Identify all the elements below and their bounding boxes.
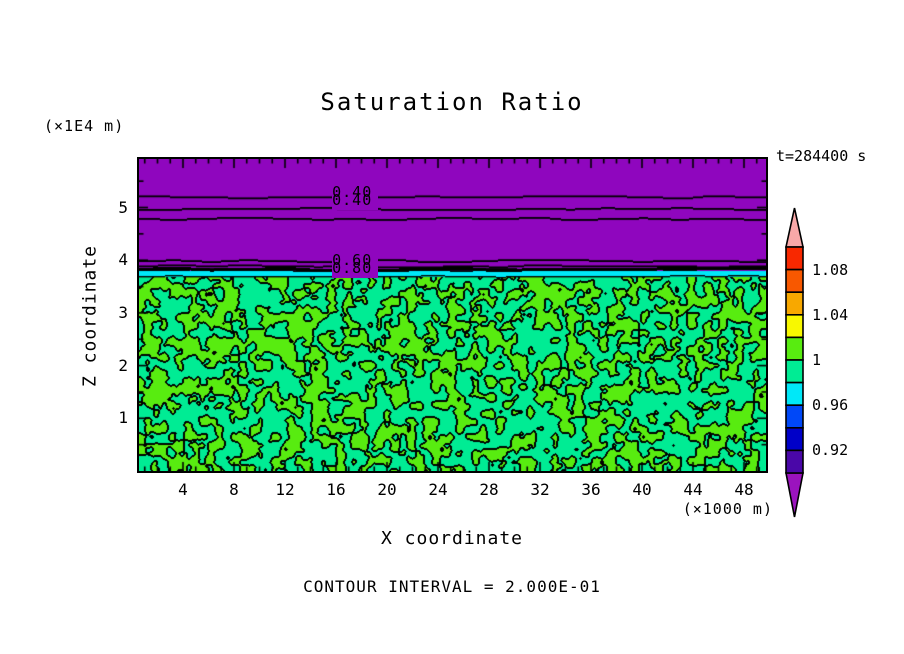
y-tick-label: 1 xyxy=(118,408,128,428)
colorbar-value-label: 0.96 xyxy=(812,396,849,415)
x-axis-unit-label: (×1000 m) xyxy=(682,500,773,518)
contour-label-text: 0.60 xyxy=(332,250,373,269)
timestamp-label: t=284400 s xyxy=(776,147,867,165)
colorbar-cell xyxy=(785,381,804,407)
y-tick-label: 3 xyxy=(118,302,128,322)
colorbar-cell xyxy=(785,246,804,271)
x-tick-label: 4 xyxy=(178,480,188,499)
x-tick-label: 8 xyxy=(229,480,239,499)
plot-area: 0.40 0.40 0.60 0.80 xyxy=(137,157,768,473)
colorbar-cell xyxy=(785,291,804,316)
contour-interval-label: CONTOUR INTERVAL = 2.000E-01 xyxy=(303,577,601,596)
y-tick-label: 2 xyxy=(118,355,128,375)
colorbar-cell xyxy=(785,268,804,293)
x-tick-label: 32 xyxy=(530,480,550,499)
x-tick-label: 24 xyxy=(428,480,448,499)
x-tick-label: 40 xyxy=(632,480,652,499)
y-axis-unit-label: (×1E4 m) xyxy=(44,117,125,135)
colorbar-value-label: 0.92 xyxy=(812,441,849,460)
colorbar xyxy=(785,207,804,518)
contour-label: 0.40 0.40 xyxy=(332,182,379,210)
colorbar-cell xyxy=(785,427,804,452)
x-tick-label: 12 xyxy=(275,480,295,499)
x-tick-label: 48 xyxy=(734,480,754,499)
colorbar-cell xyxy=(785,404,804,429)
contour-label-text: 0.40 xyxy=(332,190,373,209)
x-axis-title: X coordinate xyxy=(380,528,524,549)
contour-label-text: 0.80 xyxy=(332,258,373,277)
colorbar-cell xyxy=(785,359,804,384)
colorbar-arrow xyxy=(785,207,804,248)
colorbar-cell xyxy=(785,449,804,474)
colorbar-value-label: 1.08 xyxy=(812,260,849,279)
colorbar-cell xyxy=(785,336,804,361)
colorbar-value-label: 1 xyxy=(812,351,822,369)
contour-label-text: 0.40 xyxy=(332,182,373,201)
colorbar-value-label: 1.04 xyxy=(812,305,849,324)
colorbar-arrow xyxy=(785,472,804,518)
x-tick-label: 16 xyxy=(326,480,346,499)
x-tick-label: 28 xyxy=(479,480,499,499)
x-tick-label: 36 xyxy=(581,480,601,499)
x-tick-label: 44 xyxy=(683,480,703,499)
x-tick-label: 20 xyxy=(377,480,397,499)
y-tick-label: 4 xyxy=(118,250,128,270)
contour-label: 0.60 0.80 xyxy=(332,250,379,278)
saturation-field-canvas xyxy=(139,159,766,471)
chart-title: Saturation Ratio xyxy=(320,88,584,116)
y-tick-label: 5 xyxy=(118,197,128,217)
colorbar-cell xyxy=(785,314,804,339)
